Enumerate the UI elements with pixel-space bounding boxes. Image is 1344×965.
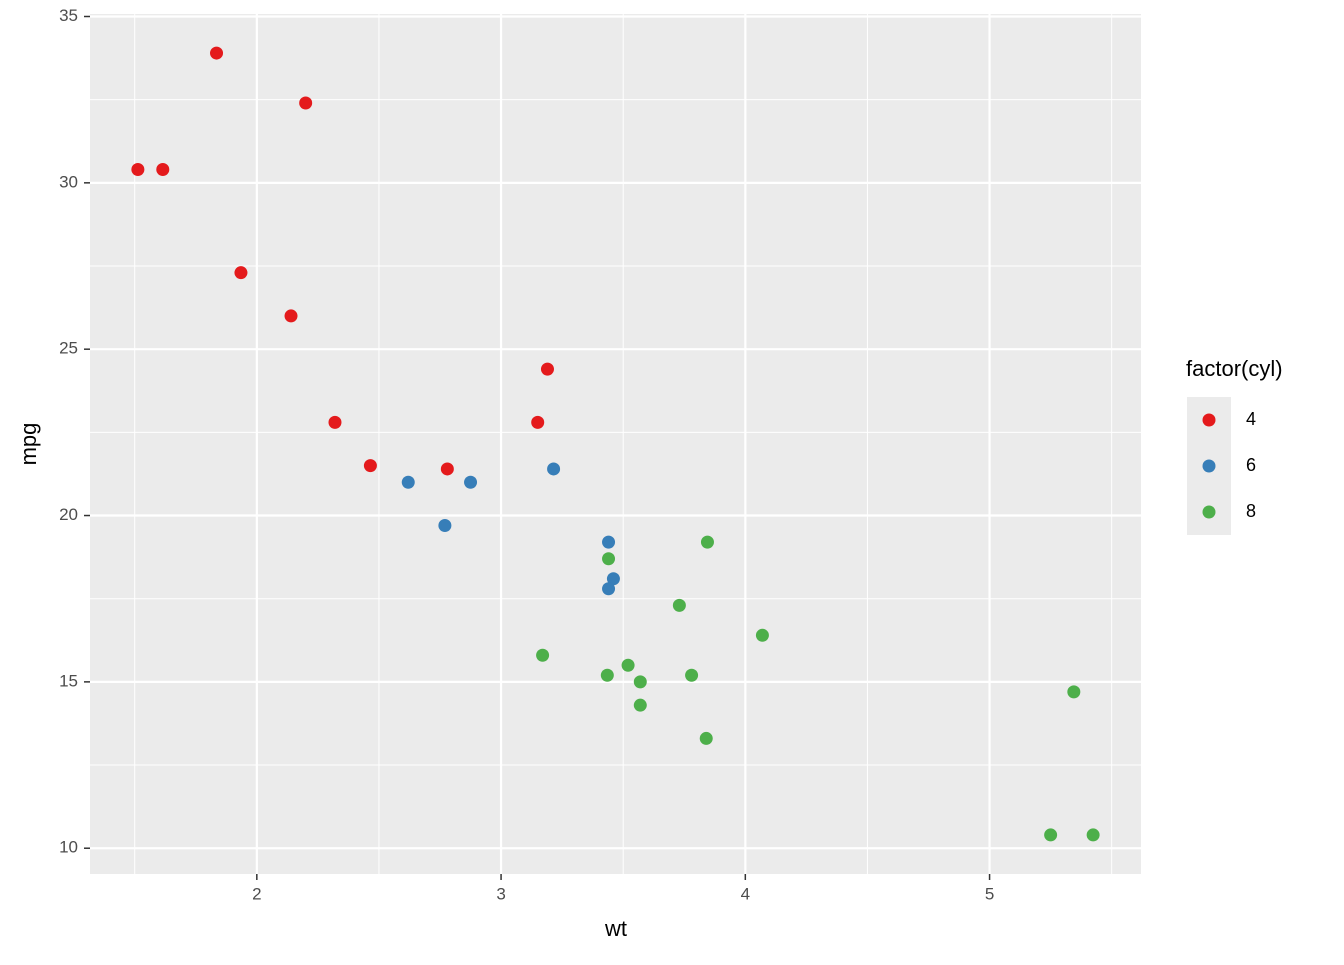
x-axis-title: wt bbox=[604, 916, 627, 941]
point bbox=[328, 415, 342, 429]
point bbox=[401, 475, 415, 489]
point bbox=[633, 698, 647, 712]
point bbox=[547, 462, 561, 476]
point bbox=[1086, 828, 1100, 842]
x-tick-label: 3 bbox=[496, 884, 505, 903]
point bbox=[602, 535, 616, 549]
point bbox=[531, 415, 545, 429]
point bbox=[131, 163, 145, 177]
legend-label: 6 bbox=[1246, 455, 1256, 475]
point bbox=[540, 362, 554, 376]
legend: 4 6 8 bbox=[1187, 397, 1256, 535]
y-tick-label: 20 bbox=[59, 505, 78, 524]
point bbox=[755, 628, 769, 642]
point bbox=[284, 309, 298, 323]
y-tick-label: 15 bbox=[59, 671, 78, 690]
y-tick-label: 35 bbox=[59, 6, 78, 25]
axes: 2 3 4 5 10 15 20 25 30 35 bbox=[59, 6, 994, 904]
points bbox=[131, 46, 1100, 842]
point bbox=[299, 96, 313, 110]
point bbox=[685, 668, 699, 682]
point bbox=[1044, 828, 1058, 842]
x-tick-label: 2 bbox=[252, 884, 261, 903]
legend-key bbox=[1202, 413, 1216, 427]
point bbox=[672, 598, 686, 612]
y-tick-label: 25 bbox=[59, 339, 78, 358]
grid bbox=[90, 14, 1141, 874]
legend-key bbox=[1202, 459, 1216, 473]
point bbox=[621, 658, 635, 672]
point bbox=[633, 675, 647, 689]
legend-label: 4 bbox=[1246, 409, 1256, 429]
y-axis-title: mpg bbox=[16, 423, 41, 466]
legend-key bbox=[1202, 505, 1216, 519]
point bbox=[1067, 685, 1081, 699]
point bbox=[234, 266, 248, 280]
x-tick-label: 5 bbox=[985, 884, 994, 903]
point bbox=[156, 163, 170, 177]
point bbox=[602, 552, 616, 566]
point bbox=[536, 648, 550, 662]
y-tick-label: 30 bbox=[59, 172, 78, 191]
point bbox=[363, 459, 377, 473]
point bbox=[464, 475, 478, 489]
legend-title: factor(cyl) bbox=[1186, 356, 1283, 381]
point bbox=[606, 572, 620, 586]
point bbox=[440, 462, 454, 476]
point bbox=[600, 668, 614, 682]
point bbox=[700, 535, 714, 549]
point bbox=[210, 46, 224, 60]
x-tick-label: 4 bbox=[741, 884, 750, 903]
point bbox=[438, 519, 452, 533]
point bbox=[602, 582, 616, 596]
legend-label: 8 bbox=[1246, 501, 1256, 521]
y-tick-label: 10 bbox=[59, 838, 78, 857]
panel bbox=[90, 14, 1141, 874]
point bbox=[699, 731, 713, 745]
